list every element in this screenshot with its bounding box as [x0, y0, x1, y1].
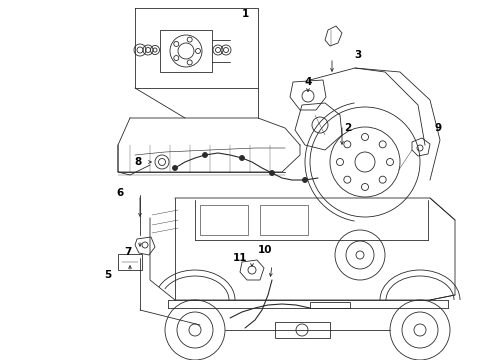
Circle shape	[302, 177, 308, 183]
Text: 3: 3	[354, 50, 362, 60]
Text: 4: 4	[304, 77, 312, 87]
Text: 6: 6	[117, 188, 123, 198]
Bar	[200, 205, 248, 235]
Text: 5: 5	[104, 270, 112, 280]
Bar	[260, 205, 308, 235]
Text: 7: 7	[124, 247, 132, 257]
Bar	[275, 322, 330, 338]
Text: 1: 1	[242, 9, 248, 19]
Bar	[160, 30, 212, 72]
Bar	[118, 254, 142, 270]
Circle shape	[240, 156, 245, 161]
Bar	[310, 302, 350, 308]
Text: 10: 10	[258, 245, 272, 255]
Text: 9: 9	[435, 123, 441, 133]
Circle shape	[270, 171, 274, 176]
Text: 11: 11	[233, 253, 247, 263]
Text: 2: 2	[344, 123, 352, 133]
Text: 8: 8	[134, 157, 142, 167]
Circle shape	[172, 166, 177, 171]
Circle shape	[202, 153, 207, 158]
